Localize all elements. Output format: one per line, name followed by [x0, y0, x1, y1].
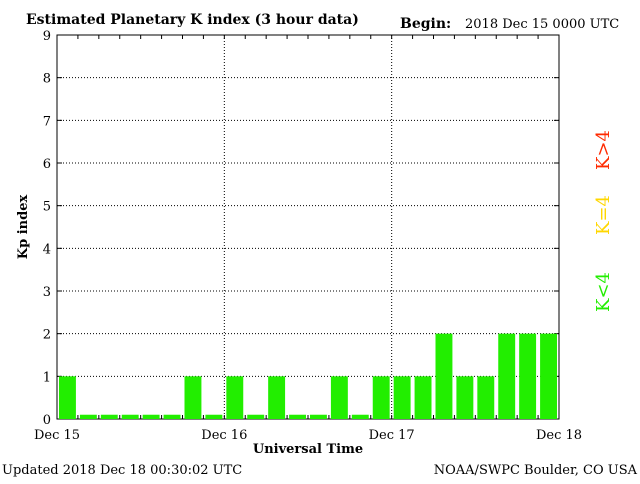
- y-tick-label: 5: [43, 200, 51, 215]
- kp-bar: [330, 376, 348, 419]
- kp-bar: [456, 376, 474, 419]
- kp-bar: [184, 376, 202, 419]
- kp-bar: [226, 376, 244, 419]
- y-tick-label: 4: [43, 242, 51, 257]
- x-tick-label: Dec 18: [536, 428, 582, 443]
- grid: [57, 34, 559, 420]
- kp-bar: [519, 333, 537, 419]
- plot-border: [56, 34, 560, 420]
- begin-value: 2018 Dec 15 0000 UTC: [465, 17, 619, 32]
- x-tick-label: Dec 15: [34, 428, 80, 443]
- source-credit: NOAA/SWPC Boulder, CO USA: [434, 463, 638, 478]
- kp-bar: [121, 414, 139, 419]
- y-tick-label: 9: [43, 29, 51, 44]
- kp-bar: [477, 376, 495, 419]
- plot-area: [56, 34, 560, 420]
- begin-label: Begin:: [400, 16, 451, 32]
- kp-bar: [414, 376, 432, 419]
- kp-bar: [351, 414, 369, 419]
- y-tick-label: 2: [43, 328, 51, 343]
- legend-k-less-4: K<4: [593, 272, 614, 312]
- kp-bar: [142, 414, 160, 419]
- y-tick-label: 1: [43, 370, 51, 385]
- chart-title: Estimated Planetary K index (3 hour data…: [26, 12, 359, 28]
- kp-bar: [79, 414, 97, 419]
- x-axis-label: Universal Time: [253, 442, 363, 457]
- y-tick-label: 0: [43, 413, 51, 428]
- kp-bar: [435, 333, 453, 419]
- kp-bar: [310, 414, 327, 419]
- y-tick-label: 6: [43, 157, 51, 172]
- kp-bar: [289, 414, 306, 419]
- kp-bar: [498, 333, 516, 419]
- y-tick-label: 3: [43, 285, 51, 300]
- updated-timestamp: Updated 2018 Dec 18 00:30:02 UTC: [2, 463, 242, 478]
- x-tick-label: Dec 16: [201, 428, 247, 443]
- kp-bar: [372, 376, 390, 419]
- kp-bar: [59, 376, 76, 419]
- bars: [59, 333, 557, 419]
- legend-k-greater-4: K>4: [593, 130, 614, 170]
- kp-bar: [163, 414, 181, 419]
- x-tick-label: Dec 17: [369, 428, 415, 443]
- kp-bar: [268, 376, 286, 419]
- kp-bar: [393, 376, 411, 419]
- legend-k-equal-4: K=4: [593, 195, 614, 235]
- y-tick-labels: 0 1 2 3 4 5 6 7 8 9: [43, 29, 51, 428]
- y-tick-label: 7: [43, 114, 51, 129]
- y-axis-label: Kp index: [16, 195, 31, 260]
- x-tick-labels: Dec 15 Dec 16 Dec 17 Dec 18: [34, 428, 582, 443]
- y-tick-label: 8: [43, 72, 51, 87]
- kp-bar: [247, 414, 265, 419]
- kp-bar: [205, 414, 223, 419]
- kp-bar: [100, 414, 118, 419]
- kp-bar: [540, 333, 557, 419]
